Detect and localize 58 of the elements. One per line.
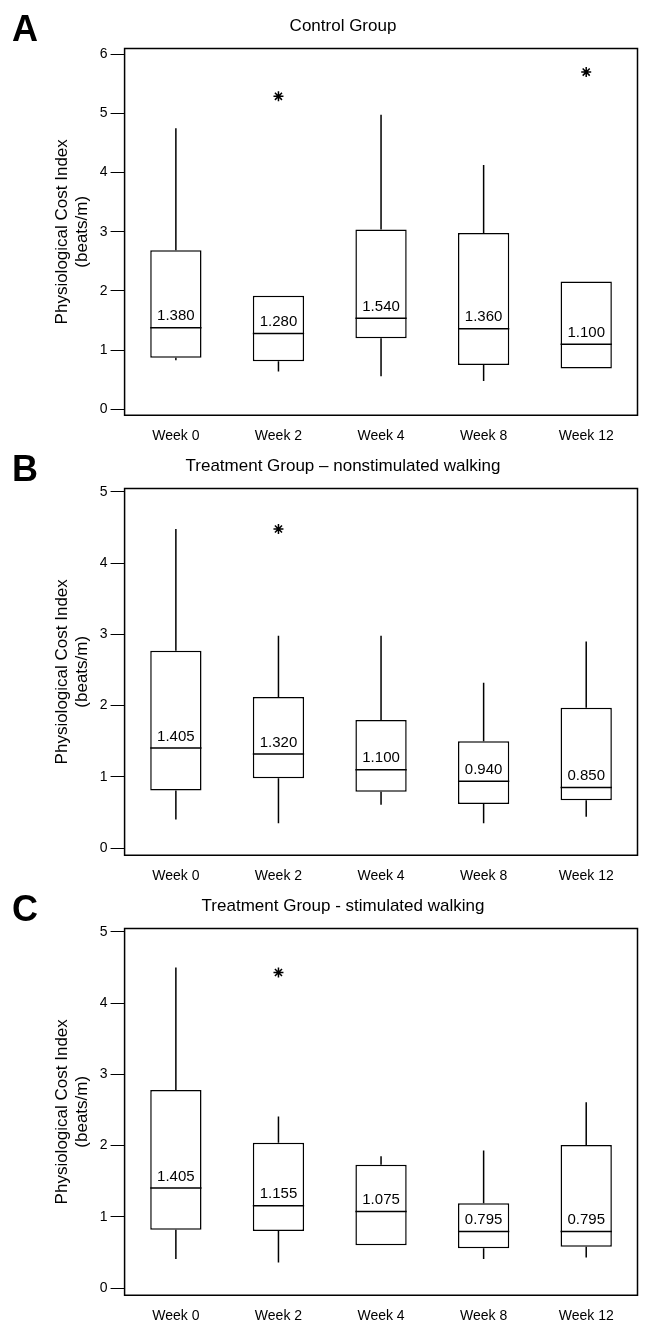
y-tick-label: 1 [99,1207,108,1224]
x-tick-label: Week 0 [152,1307,200,1324]
text: 1.320 [259,732,298,750]
text: 1.405 [157,1166,195,1184]
y-axis-title: Physiological Cost Index (beats/m) [51,1018,92,1205]
y-tick-label: 4 [99,994,108,1011]
text: 0.795 [567,1210,605,1228]
text: 1.540 [362,296,400,314]
x-tick-label: Week 8 [460,867,508,884]
text: 0.850 [567,766,605,784]
y-axis-title: Physiological Cost Index (beats/m) [51,138,92,325]
y-tick-label: 0 [99,1278,108,1295]
x-tick-label: Week 12 [558,427,614,444]
y-tick-label: 3 [99,1065,108,1082]
x-tick-label: Week 0 [152,427,200,444]
y-tick-label: 2 [99,696,108,713]
y-tick-label: 5 [99,482,108,499]
y-tick-label: 3 [99,222,108,239]
text: 0.795 [464,1210,503,1228]
y-tick-label: 1 [99,340,108,357]
y-axis-title: Physiological Cost Index (beats/m) [51,578,92,765]
y-tick-label: 5 [99,104,108,121]
y-tick-label: 6 [99,45,108,62]
x-tick-label: Week 4 [357,867,405,884]
text: 1.100 [567,322,605,340]
y-tick-label: 1 [99,767,108,784]
x-tick-label: Week 2 [254,1307,303,1324]
y-tick-label: 0 [99,838,108,855]
text: B [12,448,38,490]
text: A [12,8,38,50]
text: 1.360 [464,307,503,325]
y-tick-label: 0 [99,400,108,417]
y-tick-label: 5 [99,922,108,939]
x-tick-label: Week 12 [558,867,614,884]
y-tick-label: 2 [99,1136,108,1153]
y-tick-label: 2 [99,281,108,298]
text: C [12,888,38,930]
x-tick-label: Week 4 [357,1307,405,1324]
chart-title: Control Group [289,15,397,35]
text: 1.100 [362,748,400,766]
chart-title: Treatment Group - stimulated walking [201,895,485,915]
text: 1.405 [157,726,195,744]
chart-title: Treatment Group – nonstimulated walking [185,455,501,475]
text: 1.380 [157,306,195,324]
x-tick-label: Week 0 [152,867,200,884]
x-tick-label: Week 2 [254,867,303,884]
text: 1.075 [362,1190,400,1208]
x-tick-label: Week 8 [460,427,508,444]
x-tick-label: Week 12 [558,1307,614,1324]
x-tick-label: Week 2 [254,427,303,444]
y-tick-label: 4 [99,554,108,571]
text: 1.155 [259,1184,298,1202]
x-tick-label: Week 8 [460,1307,508,1324]
text: 0.940 [464,759,503,777]
x-tick-label: Week 4 [357,427,405,444]
text: 1.280 [259,312,298,330]
y-tick-label: 4 [99,163,108,180]
y-tick-label: 3 [99,625,108,642]
